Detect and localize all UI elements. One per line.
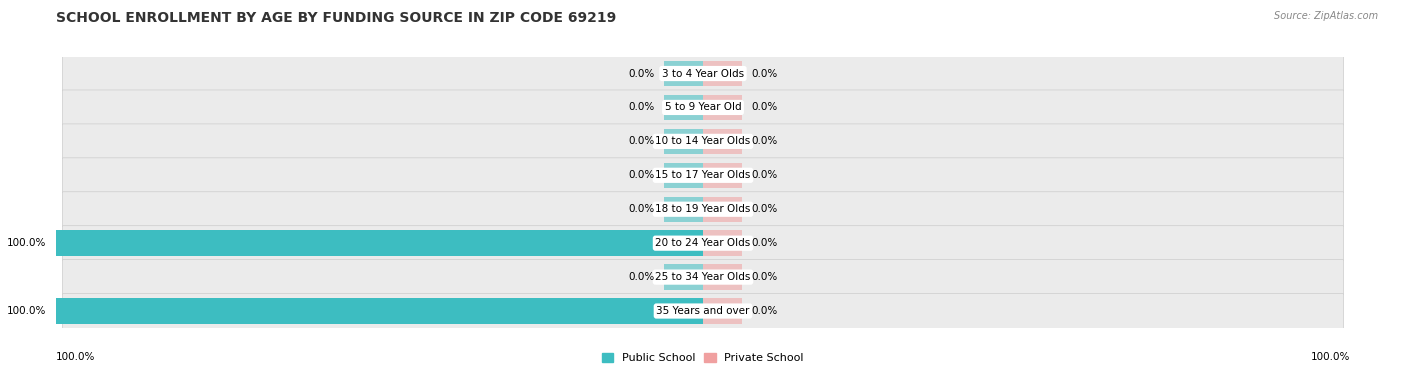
FancyBboxPatch shape	[62, 226, 1344, 261]
Text: 25 to 34 Year Olds: 25 to 34 Year Olds	[655, 272, 751, 282]
Text: 0.0%: 0.0%	[628, 170, 655, 180]
Text: SCHOOL ENROLLMENT BY AGE BY FUNDING SOURCE IN ZIP CODE 69219: SCHOOL ENROLLMENT BY AGE BY FUNDING SOUR…	[56, 11, 616, 25]
Bar	[664, 61, 703, 86]
Bar	[703, 298, 742, 324]
Bar	[664, 129, 703, 154]
Text: 100.0%: 100.0%	[7, 306, 46, 316]
Text: 0.0%: 0.0%	[752, 69, 778, 78]
Text: 0.0%: 0.0%	[628, 204, 655, 214]
FancyBboxPatch shape	[62, 90, 1344, 125]
Text: 0.0%: 0.0%	[628, 136, 655, 146]
Text: 0.0%: 0.0%	[752, 204, 778, 214]
Text: 5 to 9 Year Old: 5 to 9 Year Old	[665, 103, 741, 112]
Bar	[664, 162, 703, 188]
Bar	[664, 95, 703, 120]
Text: 35 Years and over: 35 Years and over	[657, 306, 749, 316]
Text: 10 to 14 Year Olds: 10 to 14 Year Olds	[655, 136, 751, 146]
FancyBboxPatch shape	[62, 124, 1344, 159]
Bar	[56, 230, 703, 256]
Text: Source: ZipAtlas.com: Source: ZipAtlas.com	[1274, 11, 1378, 21]
Text: 0.0%: 0.0%	[628, 69, 655, 78]
Text: 15 to 17 Year Olds: 15 to 17 Year Olds	[655, 170, 751, 180]
Text: 0.0%: 0.0%	[752, 306, 778, 316]
Text: 20 to 24 Year Olds: 20 to 24 Year Olds	[655, 238, 751, 248]
Legend: Public School, Private School: Public School, Private School	[598, 348, 808, 368]
Text: 100.0%: 100.0%	[56, 352, 96, 362]
Bar	[703, 196, 742, 222]
Bar	[56, 298, 703, 324]
Bar	[703, 129, 742, 154]
Text: 0.0%: 0.0%	[752, 272, 778, 282]
FancyBboxPatch shape	[62, 158, 1344, 193]
Text: 0.0%: 0.0%	[752, 170, 778, 180]
Bar	[703, 61, 742, 86]
Bar	[664, 264, 703, 290]
Bar	[703, 162, 742, 188]
Text: 0.0%: 0.0%	[628, 272, 655, 282]
Text: 0.0%: 0.0%	[752, 136, 778, 146]
Bar	[664, 196, 703, 222]
Text: 100.0%: 100.0%	[7, 238, 46, 248]
Bar	[703, 230, 742, 256]
FancyBboxPatch shape	[62, 56, 1344, 91]
Bar	[703, 264, 742, 290]
FancyBboxPatch shape	[62, 192, 1344, 227]
FancyBboxPatch shape	[62, 260, 1344, 294]
Text: 100.0%: 100.0%	[1310, 352, 1350, 362]
Text: 3 to 4 Year Olds: 3 to 4 Year Olds	[662, 69, 744, 78]
Text: 18 to 19 Year Olds: 18 to 19 Year Olds	[655, 204, 751, 214]
FancyBboxPatch shape	[62, 294, 1344, 328]
Bar	[703, 95, 742, 120]
Text: 0.0%: 0.0%	[628, 103, 655, 112]
Text: 0.0%: 0.0%	[752, 238, 778, 248]
Text: 0.0%: 0.0%	[752, 103, 778, 112]
